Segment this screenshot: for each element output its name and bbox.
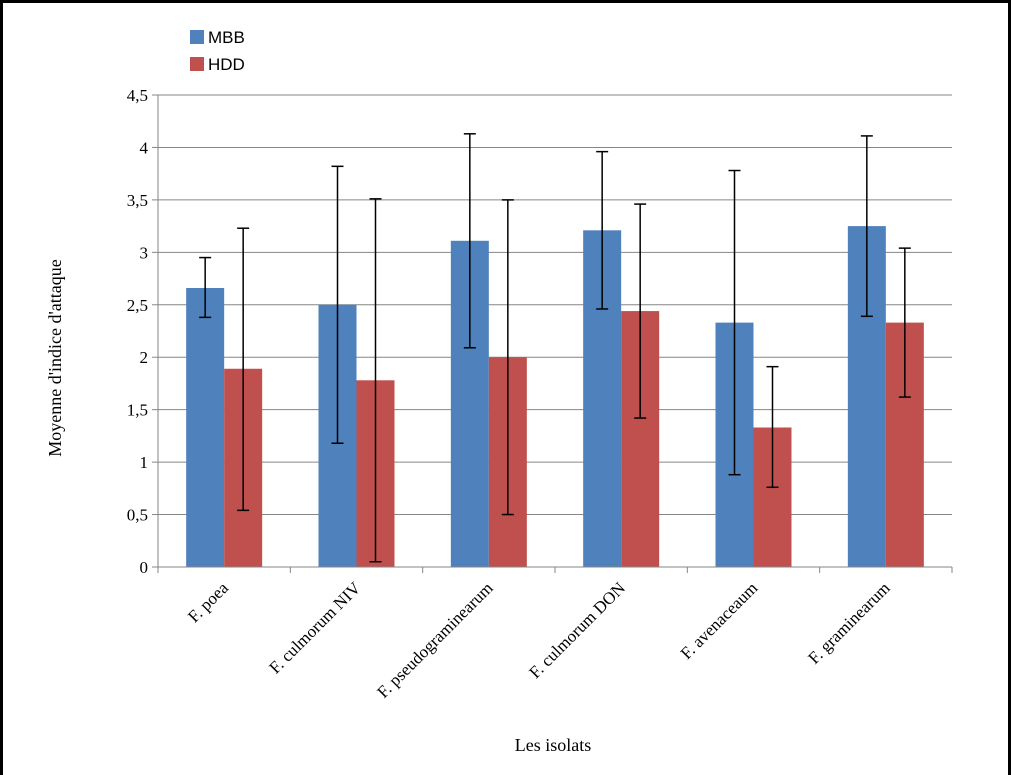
y-tick-label: 3,5 bbox=[127, 191, 148, 210]
y-tick-label: 3 bbox=[140, 243, 149, 262]
y-tick-label: 4,5 bbox=[127, 86, 148, 105]
x-tick-label: F. avenaceaum bbox=[677, 578, 762, 663]
x-tick-label: F. culmorum DON bbox=[525, 578, 629, 682]
bar-mbb bbox=[186, 287, 225, 567]
legend-label-hdd: HDD bbox=[208, 55, 245, 74]
y-tick-label: 2,5 bbox=[127, 296, 148, 315]
legend-swatch-mbb bbox=[190, 30, 204, 44]
legend: MBB HDD bbox=[190, 28, 245, 74]
gridlines bbox=[158, 94, 952, 516]
x-tick-label: F. graminearum bbox=[804, 578, 893, 667]
x-axis-label: Les isolats bbox=[515, 735, 592, 755]
y-tick-label: 2 bbox=[140, 348, 149, 367]
x-tick-label: F. culmorum NIV bbox=[265, 578, 364, 677]
y-tick-label: 0 bbox=[140, 558, 149, 577]
x-tick-labels: F. poea F. culmorum NIV F. pseudograminear… bbox=[184, 578, 894, 702]
y-axis-label: Moyenne d'indice d'attaque bbox=[45, 259, 65, 456]
x-tick-label: F. pseudograminearum bbox=[373, 578, 496, 701]
x-tick-label: F. poea bbox=[184, 578, 232, 626]
y-tick-label: 1,5 bbox=[127, 401, 148, 420]
y-tick-label: 4 bbox=[140, 138, 149, 157]
y-tick-label: 1 bbox=[140, 453, 149, 472]
y-tick-label: 0,5 bbox=[127, 506, 148, 525]
legend-label-mbb: MBB bbox=[208, 28, 245, 47]
y-tick-labels: 0 0,5 1 1,5 2 2,5 3 3,5 4 4,5 bbox=[127, 86, 149, 577]
axes bbox=[152, 94, 953, 573]
legend-swatch-hdd bbox=[190, 57, 204, 71]
bars bbox=[186, 226, 924, 567]
error-bars bbox=[199, 133, 911, 563]
